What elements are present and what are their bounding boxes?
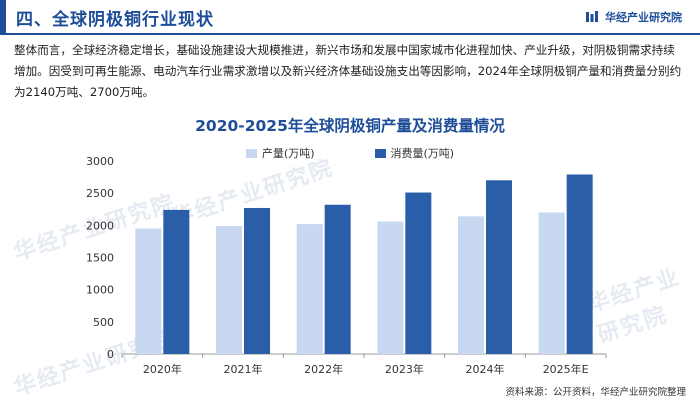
y-tick-label: 2500 [86, 187, 114, 200]
bar-production [296, 224, 323, 354]
page-header: 四、全球阴极铜行业现状 华经产业研究院 [0, 0, 700, 35]
y-tick-label: 0 [107, 348, 114, 361]
x-tick-label: 2024年 [466, 362, 505, 376]
x-tick-label: 2022年 [304, 362, 343, 376]
legend-item-production: 产量(万吨) [245, 145, 315, 161]
bar-consumption [244, 207, 270, 354]
bar-consumption [566, 174, 593, 354]
brand-name: 华经产业研究院 [605, 11, 682, 24]
x-tick-label: 2025年E [543, 362, 589, 376]
bar-consumption [163, 209, 190, 354]
legend-swatch-consumption [374, 148, 386, 158]
y-tick-label: 1500 [86, 252, 114, 265]
bar-production [458, 216, 484, 354]
intro-paragraph: 整体而言，全球经济稳定增长，基础设施建设大规模推进，新兴市场和发展中国家城市化进… [14, 43, 682, 99]
legend-label-production: 产量(万吨) [261, 147, 315, 160]
header-accent-bar [0, 0, 6, 33]
bar-consumption [324, 204, 351, 354]
page-title: 四、全球阴极铜行业现状 [16, 10, 214, 30]
chart-legend: 产量(万吨) 消费量(万吨) [0, 145, 700, 161]
bar-consumption [486, 180, 512, 354]
brand-logo-icon [585, 10, 599, 24]
x-tick-label: 2023年 [385, 362, 424, 376]
y-tick-label: 3000 [86, 155, 114, 168]
x-tick-label: 2020年 [143, 362, 182, 376]
chart-title: 2020-2025年全球阴极铜产量及消费量情况 [195, 117, 505, 135]
bar-production [377, 221, 404, 354]
bar-production [538, 212, 565, 354]
bar-consumption [405, 192, 432, 354]
legend-label-consumption: 消费量(万吨) [390, 147, 455, 160]
brand: 华经产业研究院 [585, 9, 682, 25]
bar-production [135, 228, 162, 354]
legend-swatch-production [245, 148, 257, 158]
y-tick-label: 1000 [86, 284, 114, 297]
legend-item-consumption: 消费量(万吨) [374, 145, 455, 161]
source-note: 资料来源：公开资料，华经产业研究院整理 [505, 387, 686, 398]
y-tick-label: 2000 [86, 219, 114, 232]
x-tick-label: 2021年 [224, 362, 263, 376]
y-tick-label: 500 [93, 316, 114, 329]
bar-production [216, 225, 242, 354]
